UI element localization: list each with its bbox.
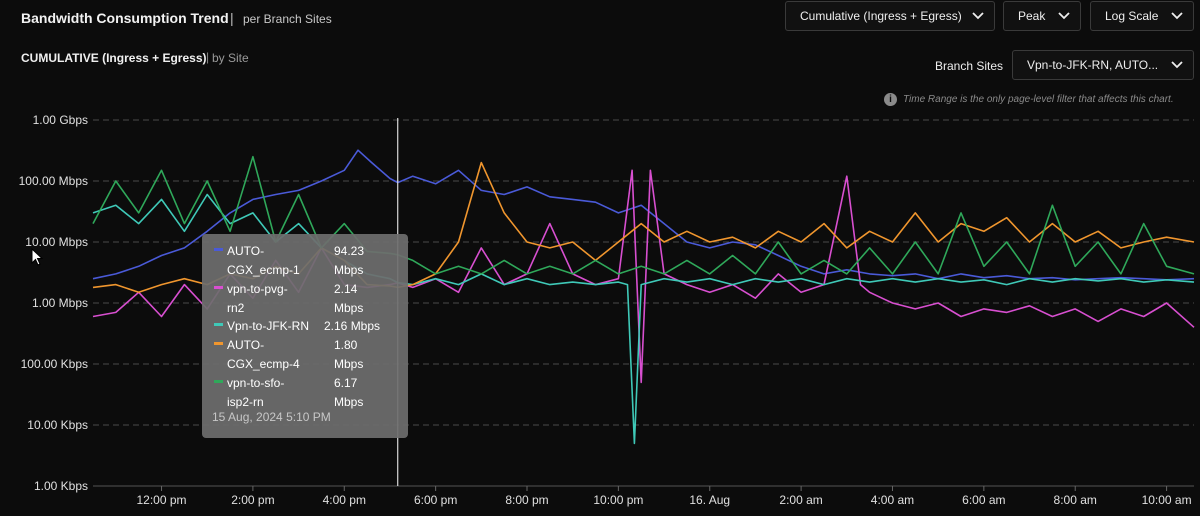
y-tick-label: 100.00 Mbps [19, 174, 88, 188]
x-tick-label: 16. Aug [689, 493, 730, 507]
chevron-down-icon [1161, 12, 1183, 20]
chart-tooltip: AUTO- CGX_ecmp-1 94.23 Mbps vpn-to-pvg- … [202, 234, 408, 438]
x-tick-label: 2:00 pm [231, 493, 274, 507]
y-tick-label: 10.00 Kbps [27, 418, 88, 432]
series-swatch [214, 286, 223, 289]
x-tick-label: 12:00 pm [137, 493, 187, 507]
tooltip-series-value: 1.80 Mbps [334, 338, 364, 371]
scale-dropdown[interactable]: Log Scale [1090, 1, 1194, 31]
tooltip-timestamp: 15 Aug, 2024 5:10 PM [212, 410, 331, 424]
title-separator: | [230, 10, 234, 26]
tooltip-series-name: vpn-to-sfo- isp2-rn [227, 376, 285, 409]
chart-subtitle: per Branch Sites [243, 12, 332, 26]
x-tick-label: 4:00 am [871, 493, 914, 507]
series-swatch [214, 248, 223, 251]
x-tick-label: 8:00 am [1054, 493, 1097, 507]
y-tick-label: 1.00 Kbps [34, 479, 88, 493]
x-tick-label: 10:00 pm [593, 493, 643, 507]
filter-note: i Time Range is the only page-level filt… [884, 93, 1174, 106]
section-title: CUMULATIVE (Ingress + Egress) [21, 51, 207, 65]
tooltip-series-value: 94.23 Mbps [334, 244, 365, 277]
metric-dropdown-label: Cumulative (Ingress + Egress) [800, 9, 962, 23]
series-swatch [214, 342, 223, 345]
x-tick-label: 6:00 am [962, 493, 1005, 507]
info-icon: i [884, 93, 897, 106]
y-tick-label: 1.00 Gbps [33, 113, 88, 127]
tooltip-series-name: AUTO- CGX_ecmp-1 [227, 244, 300, 277]
x-tick-label: 6:00 pm [414, 493, 457, 507]
chevron-down-icon [1161, 61, 1183, 69]
aggregation-dropdown-label: Peak [1018, 9, 1046, 23]
tooltip-series-value: 2.14 Mbps [334, 282, 364, 315]
metric-dropdown[interactable]: Cumulative (Ingress + Egress) [785, 1, 995, 31]
tooltip-series-name: vpn-to-pvg- rn2 [227, 282, 288, 315]
x-tick-label: 2:00 am [779, 493, 822, 507]
section-by-label: by Site [212, 51, 249, 65]
series-swatch [214, 323, 223, 326]
y-tick-label: 100.00 Kbps [21, 357, 88, 371]
mouse-cursor-icon [31, 248, 43, 266]
chart-title: Bandwidth Consumption Trend [21, 10, 229, 26]
tooltip-series-value: 2.16 Mbps [324, 319, 381, 333]
series-swatch [214, 380, 223, 383]
tooltip-series-value: 6.17 Mbps [334, 376, 364, 409]
tooltip-series-name: AUTO- CGX_ecmp-4 [227, 338, 300, 371]
branch-sites-label: Branch Sites [935, 59, 1004, 73]
x-tick-label: 4:00 pm [323, 493, 366, 507]
branch-sites-dropdown[interactable]: Vpn-to-JFK-RN, AUTO... [1012, 50, 1194, 80]
y-tick-label: 10.00 Mbps [25, 235, 88, 249]
chevron-down-icon [1048, 12, 1070, 20]
x-tick-label: 8:00 pm [505, 493, 548, 507]
series-line [92, 149, 1195, 281]
series-line [92, 193, 1195, 445]
tooltip-series-name: Vpn-to-JFK-RN [227, 319, 310, 333]
branch-sites-dropdown-label: Vpn-to-JFK-RN, AUTO... [1027, 58, 1159, 72]
section-separator: | [206, 50, 210, 64]
chevron-down-icon [962, 12, 984, 20]
aggregation-dropdown[interactable]: Peak [1003, 1, 1081, 31]
x-tick-label: 10:00 am [1142, 493, 1192, 507]
y-tick-label: 1.00 Mbps [32, 296, 88, 310]
scale-dropdown-label: Log Scale [1105, 9, 1159, 23]
filter-note-text: Time Range is the only page-level filter… [903, 94, 1174, 105]
